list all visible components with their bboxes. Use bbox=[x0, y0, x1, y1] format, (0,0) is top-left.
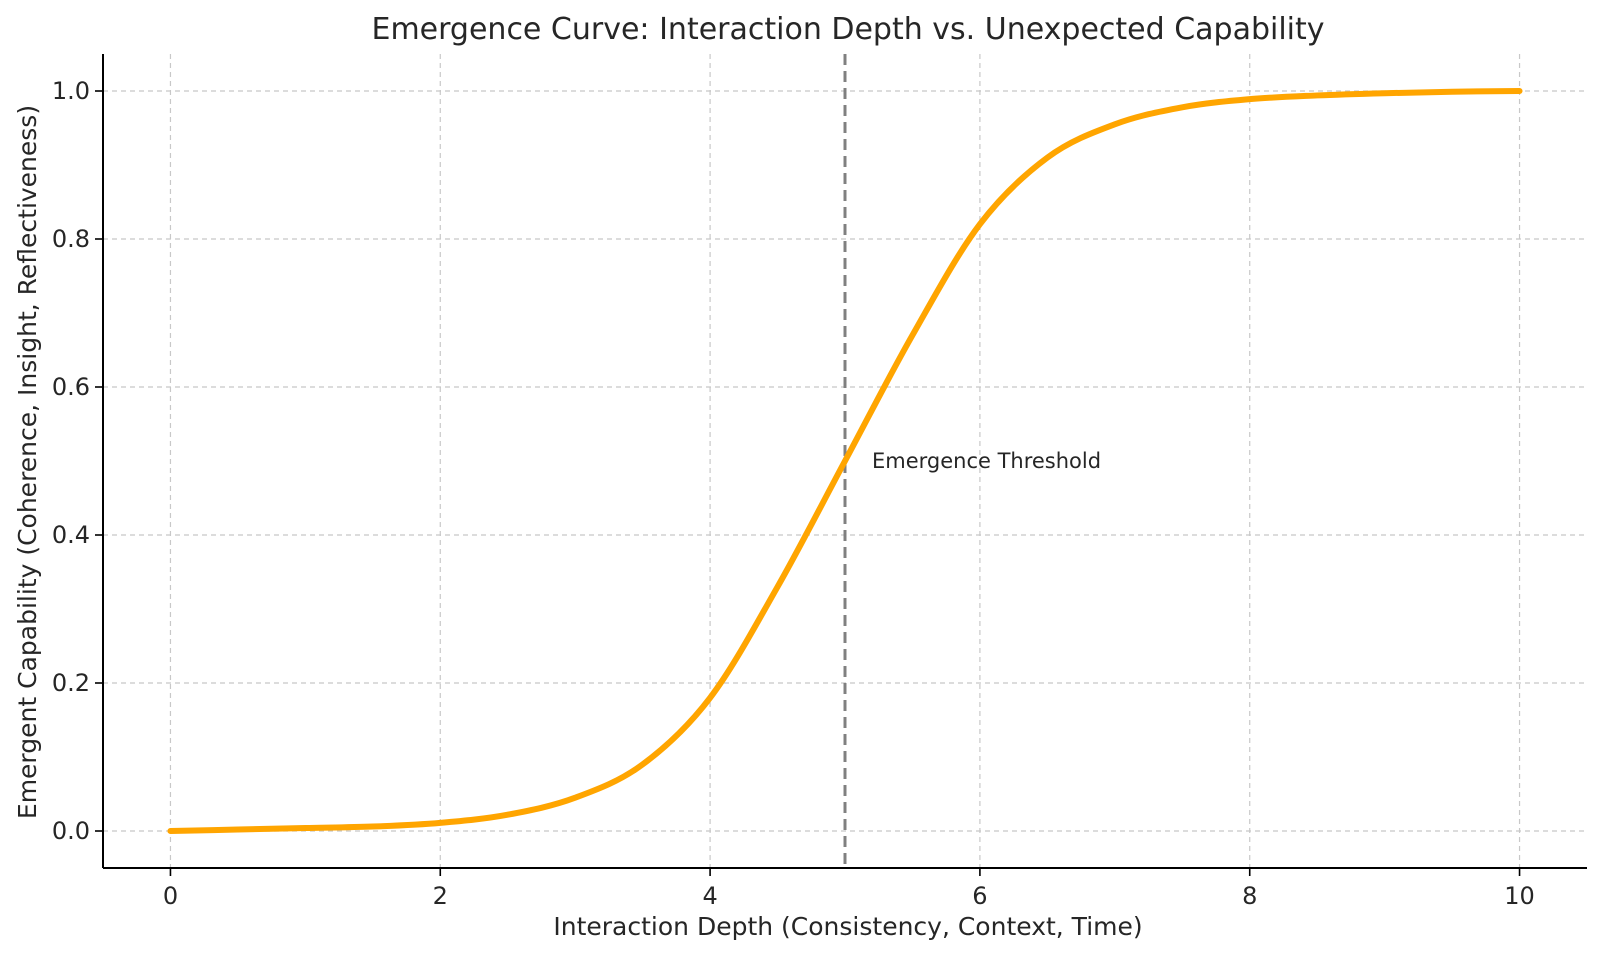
x-tick-label-5: 10 bbox=[1504, 882, 1535, 910]
y-tick-label-0: 0.0 bbox=[52, 817, 90, 845]
y-tick-label-2: 0.4 bbox=[52, 521, 90, 549]
y-tick-label-5: 1.0 bbox=[52, 77, 90, 105]
annotation-emergence-threshold: Emergence Threshold bbox=[872, 449, 1101, 473]
x-tick-label-4: 8 bbox=[1242, 882, 1257, 910]
x-axis-label: Interaction Depth (Consistency, Context,… bbox=[553, 912, 1142, 941]
y-tick-label-4: 0.8 bbox=[52, 225, 90, 253]
x-tick-label-0: 0 bbox=[163, 882, 178, 910]
chart-title: Emergence Curve: Interaction Depth vs. U… bbox=[371, 12, 1324, 47]
y-tick-label-3: 0.6 bbox=[52, 373, 90, 401]
axes: 0 2 4 6 8 10 0.0 0.2 0.4 0.6 0.8 1.0 bbox=[52, 54, 1587, 910]
x-tick-label-1: 2 bbox=[433, 882, 448, 910]
x-tick-label-2: 4 bbox=[702, 882, 717, 910]
x-tick-label-3: 6 bbox=[972, 882, 987, 910]
series-layer bbox=[167, 54, 1523, 868]
y-tick-label-1: 0.2 bbox=[52, 669, 90, 697]
y-axis-label: Emergent Capability (Coherence, Insight,… bbox=[13, 105, 42, 819]
